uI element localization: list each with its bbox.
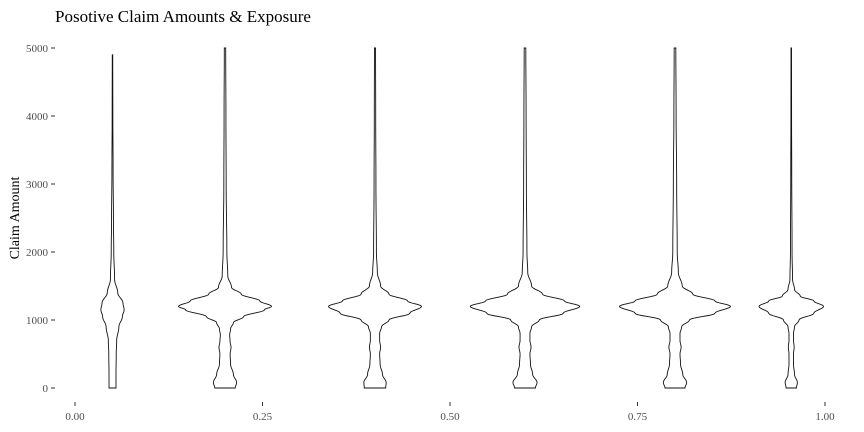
y-axis: 0 1000 2000 3000 4000 5000 — [26, 43, 55, 395]
y-tick-label: 0 — [43, 383, 49, 395]
violins — [100, 47, 825, 389]
y-tick-label: 2000 — [26, 247, 49, 259]
x-tick-label: 0.50 — [440, 411, 460, 423]
violin-5 — [758, 47, 825, 389]
y-tick-label: 1000 — [26, 315, 49, 327]
x-tick-label: 0.25 — [253, 411, 273, 423]
violin-0 — [100, 54, 125, 389]
x-tick-label: 1.00 — [815, 411, 835, 423]
y-axis-title: Claim Amount — [8, 176, 23, 259]
y-tick-label: 3000 — [26, 179, 49, 191]
x-tick-label: 0.00 — [65, 411, 85, 423]
y-tick-label: 5000 — [26, 43, 49, 55]
chart-title: Posotive Claim Amounts & Exposure — [55, 7, 311, 26]
violin-1 — [177, 47, 273, 389]
x-axis: 0.00 0.25 0.50 0.75 1.00 — [65, 402, 835, 423]
violin-4 — [618, 47, 732, 389]
violin-2 — [327, 47, 423, 389]
x-tick-label: 0.75 — [628, 411, 648, 423]
y-tick-label: 4000 — [26, 111, 49, 123]
violin-3 — [469, 47, 581, 389]
